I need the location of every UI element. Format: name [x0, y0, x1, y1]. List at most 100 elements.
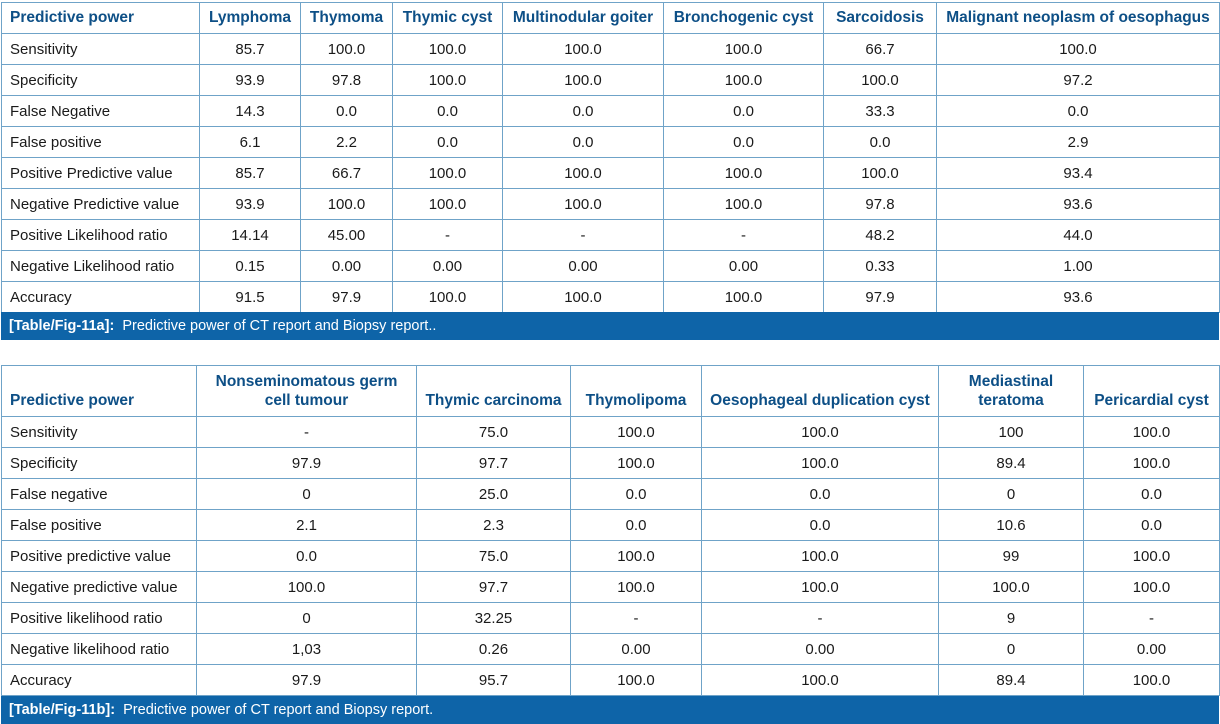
- table-cell: -: [196, 416, 417, 448]
- column-header: Pericardial cyst: [1083, 365, 1220, 417]
- table-cell: 100.0: [701, 416, 939, 448]
- table-cell: 0.00: [1083, 633, 1220, 665]
- table-cell: -: [1083, 602, 1220, 634]
- table-cell: 95.7: [416, 664, 571, 696]
- table-cell: 14.3: [199, 95, 301, 127]
- table-row: Sensitivity - 75.0 100.0 100.0 100 100.0: [1, 416, 1220, 448]
- column-header: Thymic carcinoma: [416, 365, 571, 417]
- table-cell: 0.0: [663, 95, 824, 127]
- table-cell: 100.0: [1083, 416, 1220, 448]
- row-label: Positive Likelihood ratio: [1, 219, 200, 251]
- table-cell: 99: [938, 540, 1084, 572]
- table-cell: 100.0: [701, 664, 939, 696]
- row-label: Positive predictive value: [1, 540, 197, 572]
- table-cell: 100.0: [663, 64, 824, 96]
- table-cell: 89.4: [938, 664, 1084, 696]
- row-label: Negative predictive value: [1, 571, 197, 603]
- table-cell: 0.0: [196, 540, 417, 572]
- table-row: False positive 6.1 2.2 0.0 0.0 0.0 0.0 2…: [1, 126, 1220, 158]
- table-header-row: Predictive power Nonseminomatous germ ce…: [1, 365, 1220, 417]
- row-label: Positive Predictive value: [1, 157, 200, 189]
- table-cell: 45.00: [300, 219, 393, 251]
- table-cell: 93.6: [936, 188, 1220, 220]
- table-cell: 0.0: [392, 126, 503, 158]
- table-cell: 2.9: [936, 126, 1220, 158]
- table-cell: 100.0: [300, 188, 393, 220]
- table-cell: 1.00: [936, 250, 1220, 282]
- row-label: Negative Predictive value: [1, 188, 200, 220]
- table-cell: 0.00: [502, 250, 664, 282]
- table-cell: 0.0: [1083, 509, 1220, 541]
- caption-text: Predictive power of CT report and Biopsy…: [122, 318, 437, 334]
- table-cell: 75.0: [416, 416, 571, 448]
- table-cell: 100: [938, 416, 1084, 448]
- table-cell: 100.0: [570, 416, 702, 448]
- table-cell: 2.1: [196, 509, 417, 541]
- table-cell: 89.4: [938, 447, 1084, 479]
- table-cell: 100.0: [392, 281, 503, 313]
- table-cell: 33.3: [823, 95, 937, 127]
- table-cell: 100.0: [936, 33, 1220, 65]
- table-cell: 100.0: [300, 33, 393, 65]
- caption-label: [Table/Fig-11b]:: [9, 702, 116, 718]
- table-cell: 100.0: [502, 64, 664, 96]
- table-cell: 0.33: [823, 250, 937, 282]
- table-header-row: Predictive power Lymphoma Thymoma Thymic…: [1, 2, 1220, 34]
- table-cell: 97.7: [416, 447, 571, 479]
- table-cell: 100.0: [823, 64, 937, 96]
- table-cell: 25.0: [416, 478, 571, 510]
- table-cell: 93.9: [199, 64, 301, 96]
- table-cell: 44.0: [936, 219, 1220, 251]
- column-header: Multinodular goiter: [502, 2, 664, 34]
- table-cell: 100.0: [570, 664, 702, 696]
- table-cell: 100.0: [392, 188, 503, 220]
- table-cell: 0.00: [392, 250, 503, 282]
- table-cell: 0.00: [570, 633, 702, 665]
- table-row: Specificity 97.9 97.7 100.0 100.0 89.4 1…: [1, 447, 1220, 479]
- table-cell: 0.0: [502, 126, 664, 158]
- table-cell: 0.0: [502, 95, 664, 127]
- table-cell: 0.0: [663, 126, 824, 158]
- row-label: False positive: [1, 509, 197, 541]
- table-cell: 2.3: [416, 509, 571, 541]
- row-label: Specificity: [1, 64, 200, 96]
- column-header: Mediastinal teratoma: [938, 365, 1084, 417]
- column-header: Sarcoidosis: [823, 2, 937, 34]
- column-header: Nonseminomatous germ cell tumour: [196, 365, 417, 417]
- table-row: Accuracy 97.9 95.7 100.0 100.0 89.4 100.…: [1, 664, 1220, 696]
- table-cell: 97.8: [823, 188, 937, 220]
- table-cell: 0: [938, 633, 1084, 665]
- table-cell: -: [701, 602, 939, 634]
- table-cell: 100.0: [392, 33, 503, 65]
- table-cell: 0: [196, 602, 417, 634]
- table-cell: 100.0: [1083, 540, 1220, 572]
- table-cell: -: [392, 219, 503, 251]
- table-cell: 66.7: [823, 33, 937, 65]
- column-header: Thymic cyst: [392, 2, 503, 34]
- table-cell: 0.0: [701, 509, 939, 541]
- table-cell: 100.0: [196, 571, 417, 603]
- table-cell: 97.9: [196, 664, 417, 696]
- row-label: Accuracy: [1, 281, 200, 313]
- table-cell: 100.0: [1083, 447, 1220, 479]
- table-row: Negative Likelihood ratio 0.15 0.00 0.00…: [1, 250, 1220, 282]
- table-row: Positive Likelihood ratio 14.14 45.00 - …: [1, 219, 1220, 251]
- table-row: Negative likelihood ratio 1,03 0.26 0.00…: [1, 633, 1220, 665]
- caption-text: Predictive power of CT report and Biopsy…: [123, 702, 434, 718]
- table-row: Positive predictive value 0.0 75.0 100.0…: [1, 540, 1220, 572]
- row-label: Positive likelihood ratio: [1, 602, 197, 634]
- table-cell: 9: [938, 602, 1084, 634]
- table-cell: 66.7: [300, 157, 393, 189]
- table-cell: -: [663, 219, 824, 251]
- table-cell: 100.0: [570, 571, 702, 603]
- predictive-power-table-11b: Predictive power Nonseminomatous germ ce…: [1, 365, 1220, 696]
- table-cell: 0.0: [300, 95, 393, 127]
- table-cell: 0: [196, 478, 417, 510]
- row-label: Negative likelihood ratio: [1, 633, 197, 665]
- column-header: Oesophageal duplication cyst: [701, 365, 939, 417]
- column-header: Predictive power: [1, 2, 200, 34]
- table-cell: 100.0: [938, 571, 1084, 603]
- table-cell: 0.0: [392, 95, 503, 127]
- table-cell: 97.7: [416, 571, 571, 603]
- table-cell: 0.26: [416, 633, 571, 665]
